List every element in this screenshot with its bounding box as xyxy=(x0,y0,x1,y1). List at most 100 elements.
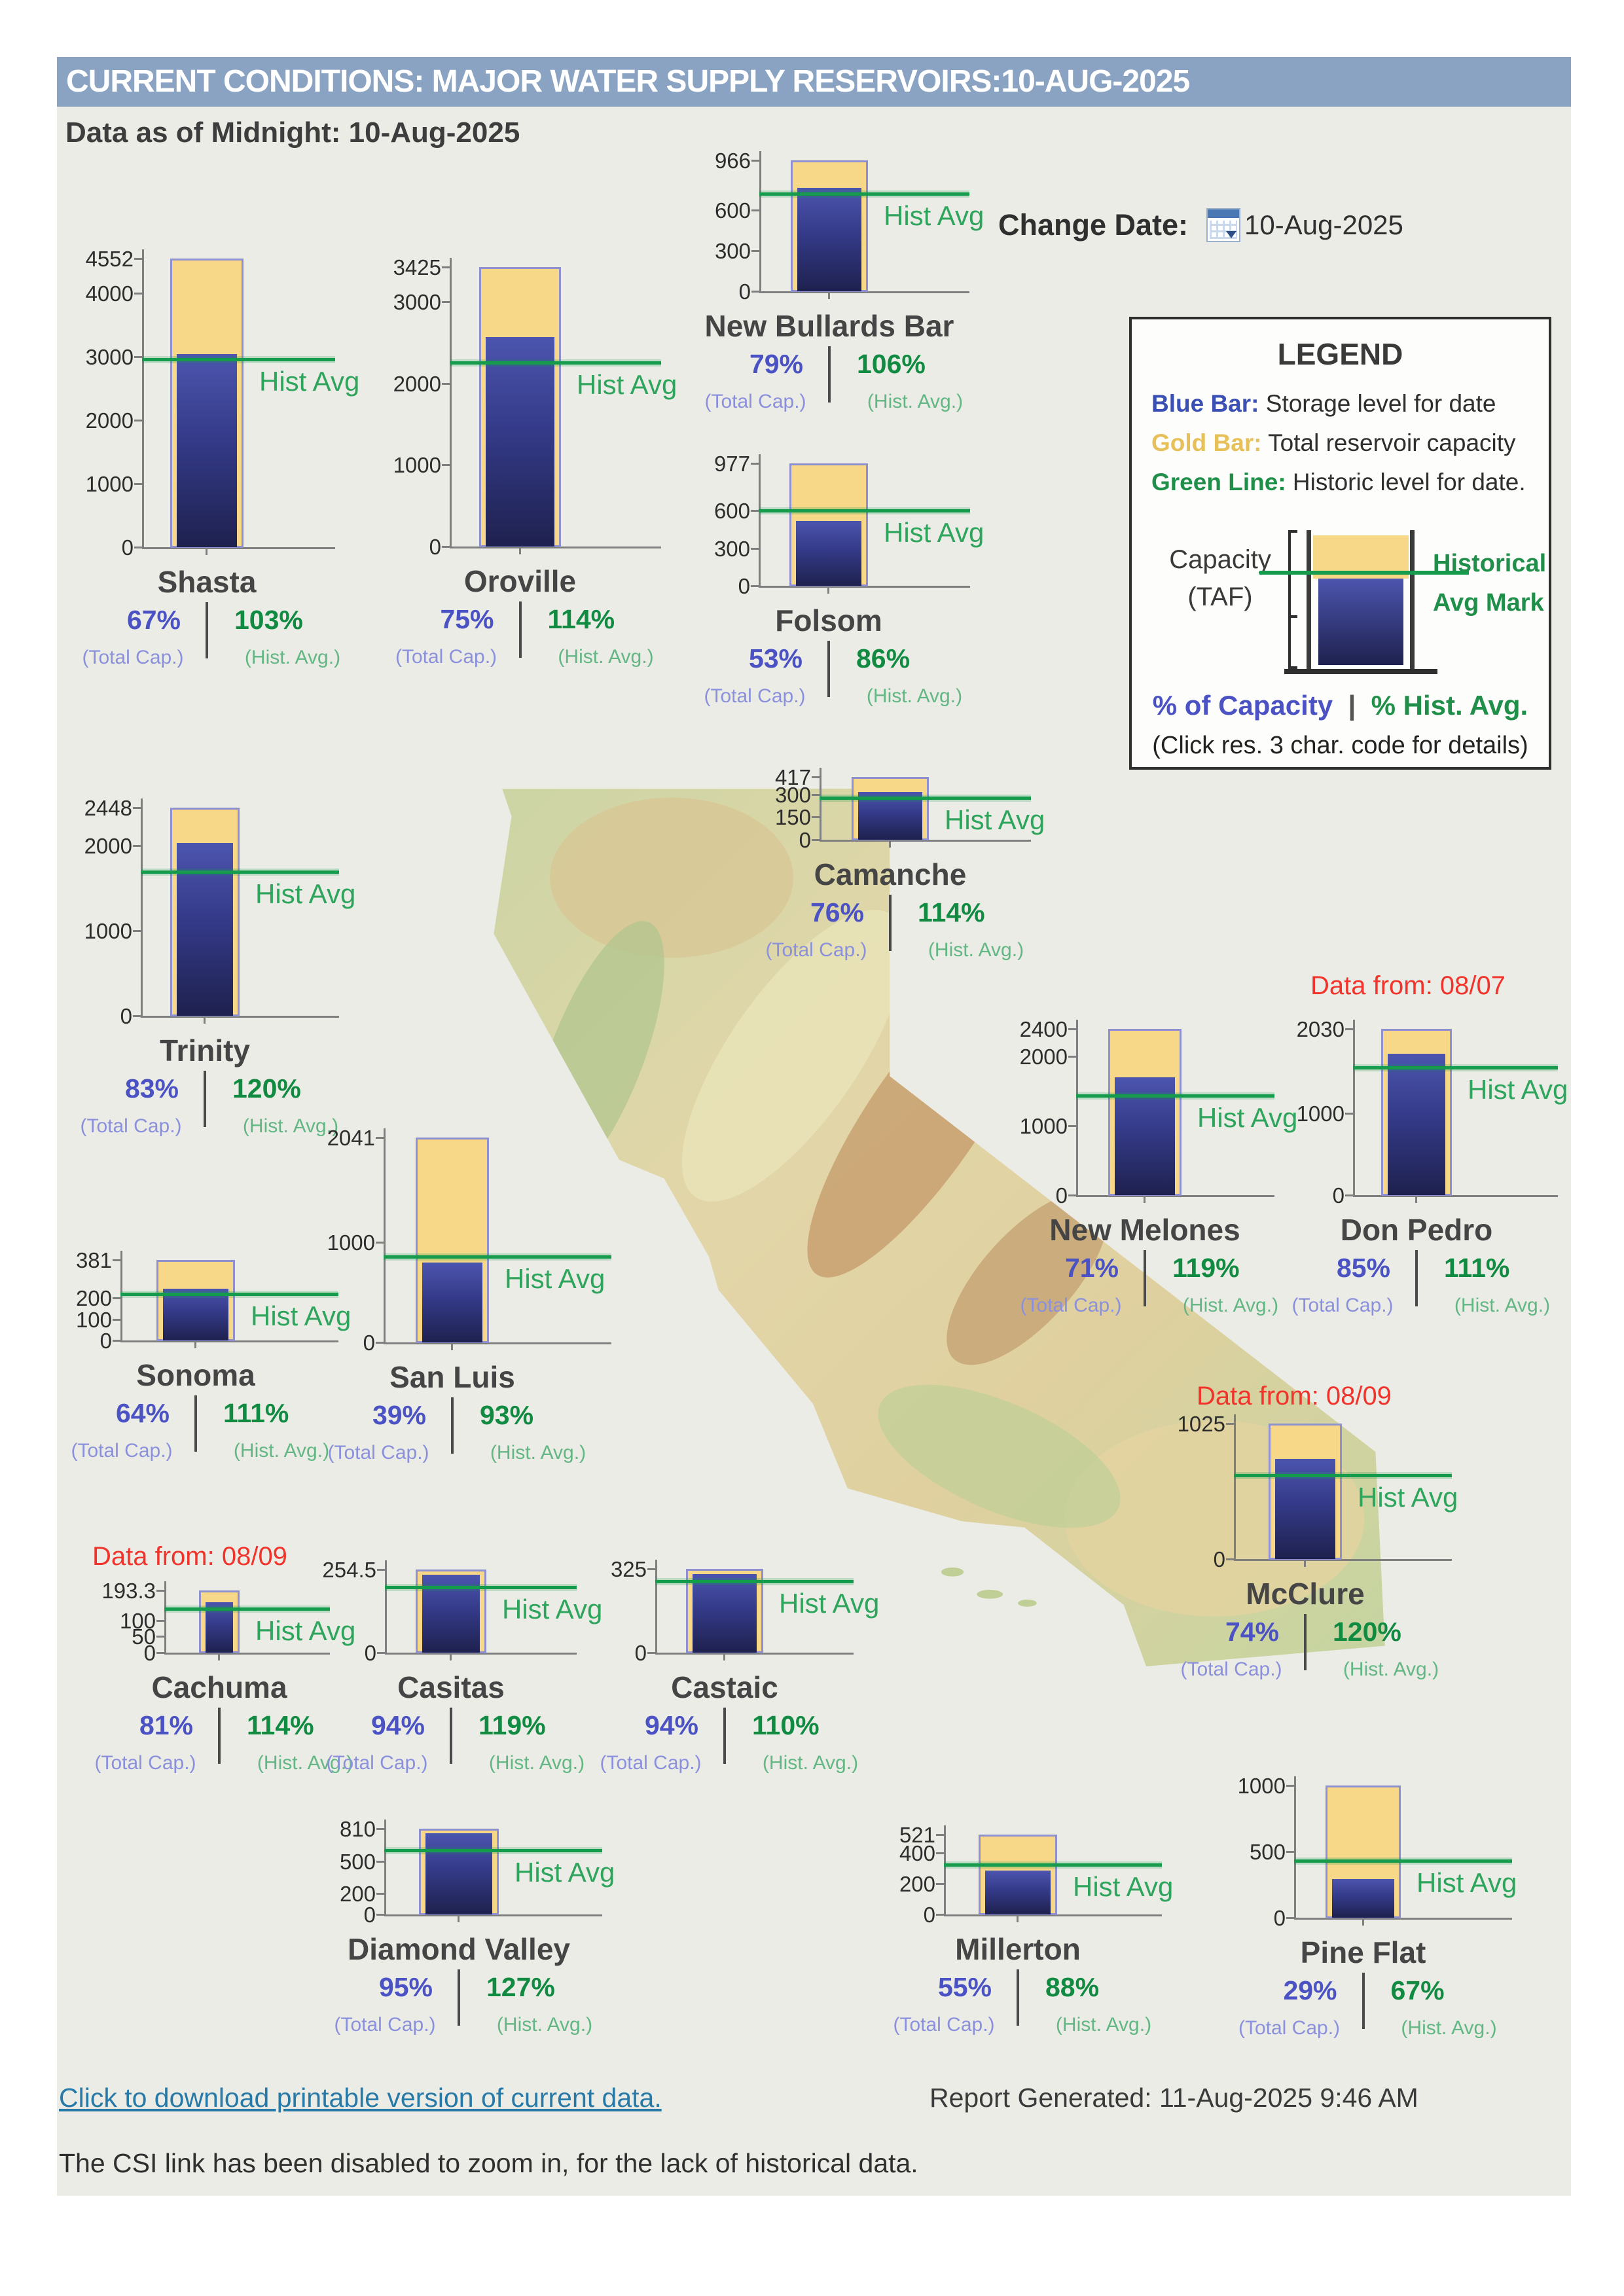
total-cap-caption: (Total Cap.) xyxy=(893,2014,995,2036)
tick-label: 600 xyxy=(713,499,750,524)
data-from-note: Data from: 08/09 xyxy=(1197,1382,1392,1410)
reservoir-chart-mcclure: 1025 0 Hist Avg Data from: 08/09 McClure 74% 1… xyxy=(1151,1382,1491,1703)
hist-avg-label: Hist Avg xyxy=(884,516,984,548)
reservoir-name[interactable]: Don Pedro xyxy=(1340,1213,1493,1247)
y-axis xyxy=(820,768,821,842)
reservoir-name[interactable]: Millerton xyxy=(955,1932,1081,1966)
x-tick xyxy=(1415,1197,1417,1203)
tick-mark xyxy=(936,1914,945,1916)
reservoir-chart-san-luis: 2041 1000 0 Hist Avg San Luis 39% 93% (Total Ca… xyxy=(300,1111,651,1486)
legend-click-note: (Click res. 3 char. code for details) xyxy=(1152,732,1528,759)
reservoir-name[interactable]: Castaic xyxy=(671,1670,778,1704)
hist-avg-line xyxy=(1294,1859,1512,1863)
tick-mark xyxy=(134,483,143,486)
hist-avg-label: Hist Avg xyxy=(514,1857,615,1888)
tick-mark xyxy=(751,209,760,211)
tick-mark xyxy=(133,807,141,809)
reservoir-chart-don-pedro: 2030 1000 0 Hist Avg Data from: 08/07 Don Ped… xyxy=(1270,971,1597,1339)
pct-of-hist-avg: 119% xyxy=(1172,1253,1240,1283)
tick-mark xyxy=(133,930,141,933)
change-date-control: Change Date: 10-Aug-2025 xyxy=(998,208,1403,247)
storage-bar xyxy=(177,843,233,1016)
tick-mark xyxy=(442,382,450,385)
tick-mark xyxy=(113,1297,121,1300)
pct-divider xyxy=(1362,1973,1365,2029)
tick-label: 0 xyxy=(121,535,134,560)
tick-mark xyxy=(1068,1194,1077,1196)
tick-mark xyxy=(1286,1917,1295,1919)
reservoir-name[interactable]: New Bullards Bar xyxy=(704,309,954,343)
y-axis xyxy=(142,249,144,549)
reservoir-name[interactable]: McClure xyxy=(1246,1577,1365,1611)
legend-item-green-line: Green Line: Historic level for date. xyxy=(1151,469,1526,495)
tick-mark xyxy=(156,1590,165,1592)
reservoir-name[interactable]: Pine Flat xyxy=(1300,1935,1426,1969)
tick-mark xyxy=(812,816,820,819)
legend-pct-row: % of Capacity | % Hist. Avg. xyxy=(1152,690,1528,721)
hist-avg-label: Hist Avg xyxy=(1468,1074,1568,1105)
reservoir-chart-sonoma: 381 200 100 0 Hist Avg Sonoma 64% 111% (Total Ca… xyxy=(37,1234,378,1484)
change-date-value[interactable]: 10-Aug-2025 xyxy=(1244,209,1403,240)
pct-divider xyxy=(1415,1250,1418,1306)
hist-avg-caption: (Hist. Avg.) xyxy=(762,1752,859,1774)
y-axis xyxy=(944,1825,946,1916)
legend-item-blue-bar: Blue Bar: Storage level for date xyxy=(1151,390,1496,417)
tick-label: 0 xyxy=(738,279,751,304)
reservoir-name[interactable]: Oroville xyxy=(463,564,577,598)
hist-avg-line xyxy=(820,797,1031,800)
storage-bar xyxy=(693,1573,757,1653)
tick-label: 2000 xyxy=(1019,1045,1068,1069)
tick-label: 0 xyxy=(1213,1547,1225,1571)
x-axis xyxy=(1294,1918,1512,1920)
x-axis xyxy=(142,547,335,549)
legend-hist-mark-label-1: Historical xyxy=(1433,550,1547,577)
reservoir-chart-folsom: 977 600 300 0 Hist Avg Folsom 53% 86% (Total Cap… xyxy=(676,437,1009,730)
y-axis xyxy=(759,454,761,588)
storage-bar xyxy=(985,1870,1051,1914)
hist-avg-line xyxy=(164,1607,330,1611)
hist-avg-label: Hist Avg xyxy=(577,369,677,401)
reservoir-name[interactable]: Casitas xyxy=(397,1670,505,1704)
tick-label: 2000 xyxy=(84,834,132,859)
pct-of-capacity: 71% xyxy=(1064,1253,1119,1283)
pct-of-capacity: 53% xyxy=(748,643,803,673)
page-header-bar: CURRENT CONDITIONS: MAJOR WATER SUPPLY R… xyxy=(57,57,1571,107)
reservoir-chart-cachuma: 193.3 100 50 0 Hist Avg Data from: 08/09 Cachu… xyxy=(81,1542,369,1797)
data-from-note: Data from: 08/07 xyxy=(1310,971,1506,1000)
reservoir-name[interactable]: New Melones xyxy=(1049,1213,1240,1247)
download-printable-link[interactable]: Click to download printable version of c… xyxy=(59,2083,662,2113)
pct-of-capacity: 76% xyxy=(810,897,864,927)
y-axis xyxy=(384,1128,386,1344)
pct-of-hist-avg: 119% xyxy=(478,1710,546,1740)
reservoir-chart-castaic: 325 0 Hist Avg Castaic 94% 110% (Total Cap.) (H… xyxy=(572,1543,893,1797)
reservoir-name[interactable]: San Luis xyxy=(389,1360,515,1394)
reservoir-name[interactable]: Trinity xyxy=(159,1033,251,1067)
reservoir-name[interactable]: Folsom xyxy=(775,603,882,637)
tick-label: 400 xyxy=(899,1841,935,1866)
tick-mark xyxy=(1226,1423,1235,1425)
tick-label: 2041 xyxy=(327,1126,375,1150)
hist-avg-caption: (Hist. Avg.) xyxy=(1454,1295,1551,1316)
reservoir-name[interactable]: Diamond Valley xyxy=(347,1932,570,1966)
tick-label: 0 xyxy=(738,574,750,598)
pct-of-capacity: 79% xyxy=(749,349,803,379)
reservoir-name[interactable]: Shasta xyxy=(157,565,257,599)
tick-mark xyxy=(812,776,820,778)
x-axis xyxy=(1234,1559,1452,1561)
calendar-icon[interactable] xyxy=(1206,208,1241,242)
hist-avg-caption: (Hist. Avg.) xyxy=(257,1752,353,1774)
reservoir-name[interactable]: Cachuma xyxy=(151,1670,287,1704)
hist-avg-label: Hist Avg xyxy=(255,1615,356,1646)
y-axis xyxy=(384,1820,386,1916)
tick-label: 2030 xyxy=(1296,1017,1344,1041)
hist-avg-line xyxy=(450,361,661,365)
reservoir-name[interactable]: Camanche xyxy=(814,857,967,891)
tick-label: 3000 xyxy=(85,345,134,370)
reservoir-chart-pine-flat: 1000 500 0 Hist Avg Pine Flat 29% 67% (Total Ca… xyxy=(1211,1759,1551,2062)
reservoir-name[interactable]: Sonoma xyxy=(136,1358,255,1392)
storage-bar xyxy=(1332,1879,1394,1918)
hist-avg-line xyxy=(142,358,335,362)
tick-label: 810 xyxy=(339,1817,376,1841)
tick-mark xyxy=(751,463,759,465)
legend-item-gold-bar: Gold Bar: Total reservoir capacity xyxy=(1151,429,1516,456)
